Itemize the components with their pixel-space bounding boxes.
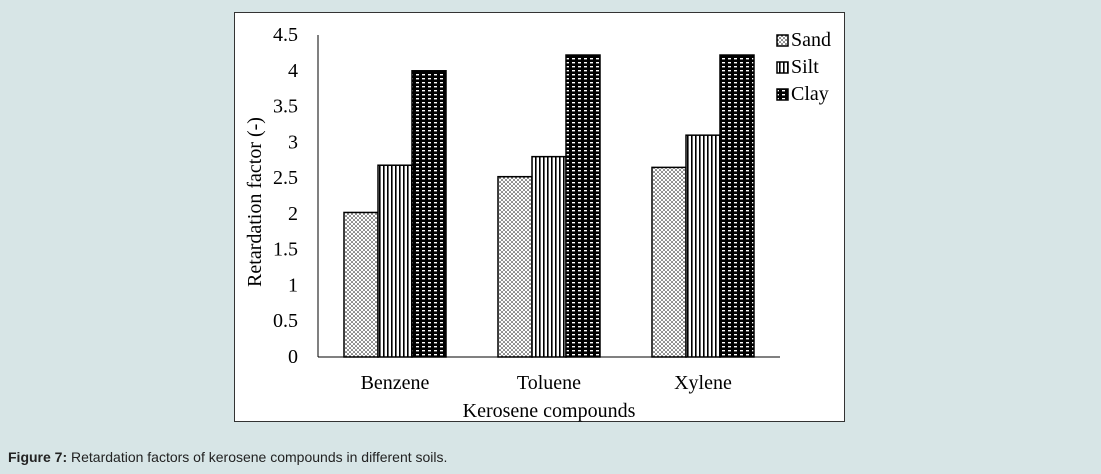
chart-frame: 0 0.5 1 1.5 2 2.5 3 3.5 4 4.5 Benzene Toluene Xylen… <box>234 12 845 422</box>
bar-silt-toluene <box>531 155 567 358</box>
bar-sand-toluene <box>497 175 533 358</box>
legend-label-silt: Silt <box>791 56 819 78</box>
bar-sand-xylene <box>651 166 687 358</box>
y-tick-label: 3.5 <box>273 96 298 118</box>
bar-clay-benzene <box>411 70 447 358</box>
bars-group <box>343 54 755 358</box>
y-axis-ticks: 0 0.5 1 1.5 2 2.5 3 3.5 4 4.5 <box>273 24 298 368</box>
x-tick-label: Toluene <box>517 372 581 394</box>
y-tick-label: 1 <box>288 274 298 296</box>
legend-swatch-sand <box>776 34 789 47</box>
caption-label: Figure 7: <box>8 449 68 465</box>
bar-clay-toluene <box>565 54 601 358</box>
figure-caption: Figure 7: Retardation factors of kerosen… <box>8 449 447 465</box>
y-tick-label: 2.5 <box>273 167 298 189</box>
legend: Sand Silt Clay <box>776 29 831 105</box>
y-tick-label: 2 <box>288 203 298 225</box>
x-axis-label: Kerosene compounds <box>463 400 636 422</box>
x-axis-ticks: Benzene Toluene Xylene <box>361 372 732 394</box>
bar-silt-xylene <box>685 134 721 358</box>
y-tick-label: 3 <box>288 131 298 153</box>
y-axis-label: Retardation factor (-) <box>244 117 266 287</box>
x-tick-label: Xylene <box>674 372 732 394</box>
x-tick-label: Benzene <box>361 372 430 394</box>
legend-label-clay: Clay <box>791 83 829 105</box>
bar-clay-xylene <box>719 54 755 358</box>
y-tick-label: 4 <box>288 60 298 82</box>
legend-label-sand: Sand <box>791 29 831 51</box>
bar-sand-benzene <box>343 211 379 358</box>
legend-swatch-clay <box>776 88 789 101</box>
caption-text: Retardation factors of kerosene compound… <box>67 449 448 465</box>
bar-silt-benzene <box>377 164 413 358</box>
legend-swatch-silt <box>776 61 789 74</box>
y-tick-label: 1.5 <box>273 239 298 261</box>
y-tick-label: 0 <box>288 346 298 368</box>
bar-chart: 0 0.5 1 1.5 2 2.5 3 3.5 4 4.5 Benzene Toluene Xylen… <box>244 24 831 422</box>
y-tick-label: 0.5 <box>273 310 298 332</box>
y-tick-label: 4.5 <box>273 24 298 46</box>
